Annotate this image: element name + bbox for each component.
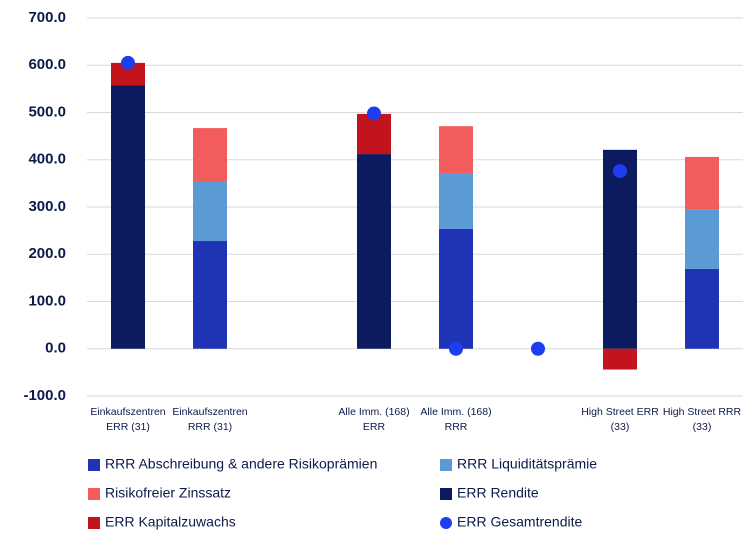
legend-marker xyxy=(440,459,452,471)
y-tick-label: 400.0 xyxy=(28,151,66,168)
dot xyxy=(531,341,545,356)
y-tick-label: 0.0 xyxy=(45,340,66,357)
bar-segment xyxy=(193,128,227,182)
y-tick-label: 500.0 xyxy=(28,103,66,120)
bar-segment xyxy=(603,149,637,349)
x-tick-label: Einkaufszentren ERR (31) xyxy=(90,406,166,433)
x-tick-label: Alle Imm. (168) RRR xyxy=(420,406,492,433)
bar-segment xyxy=(193,241,227,349)
bar-segment xyxy=(357,113,391,155)
legend-label: RRR Abschreibung & andere Risikoprämien xyxy=(105,456,377,472)
legend-label: RRR Liquiditätsprämie xyxy=(457,456,597,472)
legend-marker xyxy=(440,517,452,529)
y-tick-label: -100.0 xyxy=(23,387,66,404)
x-tick-label: Einkaufszentren RRR (31) xyxy=(172,406,248,433)
bar-segment xyxy=(603,348,637,370)
legend-label: ERR Rendite xyxy=(457,485,539,501)
legend-marker xyxy=(440,488,452,500)
bar-segment xyxy=(193,181,227,242)
bar-segment xyxy=(685,209,719,269)
dot xyxy=(613,164,627,179)
bar-segment xyxy=(439,126,473,174)
bar-segment xyxy=(111,85,145,349)
dot xyxy=(121,55,135,70)
legend-label: ERR Kapitalzuwachs xyxy=(105,514,236,530)
x-tick-label: High Street RRR (33) xyxy=(662,406,742,433)
legend-marker xyxy=(88,488,100,500)
bar-segment xyxy=(357,154,391,349)
dot xyxy=(449,341,463,356)
x-tick-label: High Street ERR (33) xyxy=(581,406,659,433)
legend-label: Risikofreier Zinssatz xyxy=(105,485,231,501)
legend-label: ERR Gesamtrendite xyxy=(457,514,582,530)
y-tick-label: 200.0 xyxy=(28,245,66,262)
legend-marker xyxy=(88,459,100,471)
bar-segment xyxy=(111,62,145,86)
y-tick-label: 700.0 xyxy=(28,9,66,26)
y-tick-label: 300.0 xyxy=(28,198,66,215)
x-tick-label: Alle Imm. (168) ERR xyxy=(338,406,410,433)
bar-segment xyxy=(685,268,719,349)
bar-segment xyxy=(685,156,719,210)
bar-segment xyxy=(439,173,473,229)
y-tick-label: 600.0 xyxy=(28,56,66,73)
legend-marker xyxy=(88,517,100,529)
dot xyxy=(367,106,381,121)
y-tick-label: 100.0 xyxy=(28,292,66,309)
bar-segment xyxy=(439,228,473,349)
